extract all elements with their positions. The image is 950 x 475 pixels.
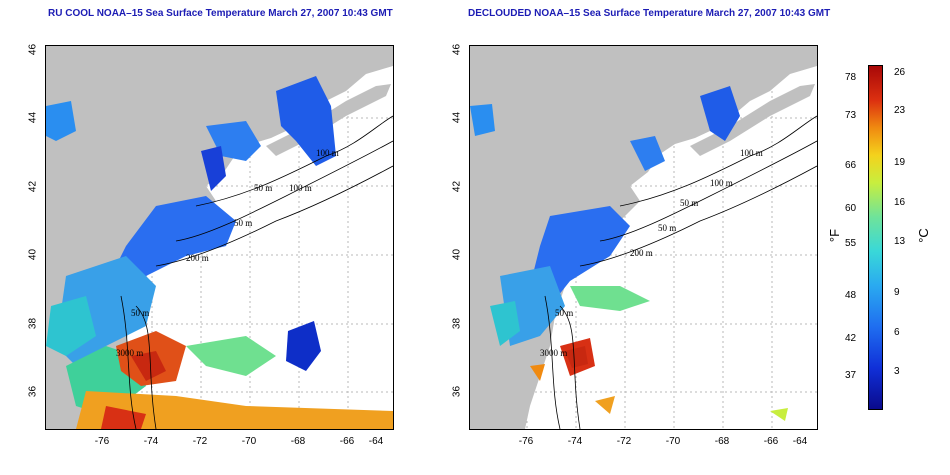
contour-label: 3000 m [540,348,567,358]
y-tick-label: 42 [451,180,463,193]
y-tick-label: 38 [27,317,39,330]
x-tick-label: -76 [94,436,110,447]
x-tick-label: -64 [792,436,808,447]
colorbar-f-label: 48 [845,290,857,301]
x-tick-label: -70 [665,436,681,447]
x-tick-label: -72 [616,436,632,447]
right-map-title: DECLOUDED NOAA–15 Sea Surface Temperatur… [468,8,831,19]
colorbar-f-label: 78 [845,72,857,83]
y-tick-label: 36 [451,385,463,398]
y-tick-label: 44 [451,111,463,124]
contour-label: 100 m [289,183,312,193]
colorbar-c-label: 26 [894,67,906,78]
colorbar-c-label: 9 [894,287,900,298]
y-tick-label: 40 [451,248,463,261]
colorbar-f-label: 42 [845,333,857,344]
x-tick-label: -68 [290,436,306,447]
x-tick-label: -66 [763,436,779,447]
right-map-svg: 100 m 100 m 50 m 200 m 50 m 3000 m 50 m [470,46,817,429]
y-tick-label: 46 [451,43,463,56]
contour-label: 50 m [680,198,698,208]
colorbar-c-label: 19 [894,157,906,168]
land-mass [470,46,817,429]
x-tick-label: -66 [339,436,355,447]
x-tick-label: -76 [518,436,534,447]
x-tick-label: -68 [714,436,730,447]
contour-label: 50 m [555,308,573,318]
contour-label: 50 m [234,218,252,228]
colorbar-c-label: 13 [894,236,906,247]
celsius-unit-label: °C [915,228,931,243]
contour-label: 200 m [186,253,209,263]
colorbar-f-label: 60 [845,203,857,214]
colorbar-f-label: 37 [845,370,857,381]
x-tick-label: -70 [241,436,257,447]
y-tick-label: 44 [27,111,39,124]
y-tick-label: 38 [451,317,463,330]
colorbar-c-label: 6 [894,327,900,338]
land-mass [46,46,393,429]
contour-label: 3000 m [116,348,143,358]
left-map-svg: 50 m 100 m 200 m 50 m 3000 m 50 m 100 m [46,46,393,429]
left-map-panel: 50 m 100 m 200 m 50 m 3000 m 50 m 100 m [45,45,394,430]
contour-label: 100 m [316,148,339,158]
y-tick-label: 46 [27,43,39,56]
y-tick-label: 42 [27,180,39,193]
sst-overlay-right [470,86,788,421]
y-tick-label: 40 [27,248,39,261]
contour-label: 50 m [131,308,149,318]
x-tick-label: -64 [368,436,384,447]
x-tick-label: -74 [567,436,583,447]
temperature-colorbar [868,65,883,410]
colorbar-c-label: 3 [894,366,900,377]
x-tick-label: -74 [143,436,159,447]
contour-label: 200 m [630,248,653,258]
colorbar-f-label: 73 [845,110,857,121]
colorbar-f-label: 66 [845,160,857,171]
right-map-panel: 100 m 100 m 50 m 200 m 50 m 3000 m 50 m [469,45,818,430]
contour-label: 100 m [740,148,763,158]
fahrenheit-unit-label: °F [827,228,843,243]
colorbar-c-label: 23 [894,105,906,116]
colorbar-f-label: 55 [845,238,857,249]
sst-overlay-left [46,76,393,429]
contour-label: 50 m [658,223,676,233]
y-tick-label: 36 [27,385,39,398]
x-tick-label: -72 [192,436,208,447]
left-map-title: RU COOL NOAA–15 Sea Surface Temperature … [48,8,393,19]
colorbar-c-label: 16 [894,197,906,208]
contour-label: 50 m [254,183,272,193]
contour-label: 100 m [710,178,733,188]
